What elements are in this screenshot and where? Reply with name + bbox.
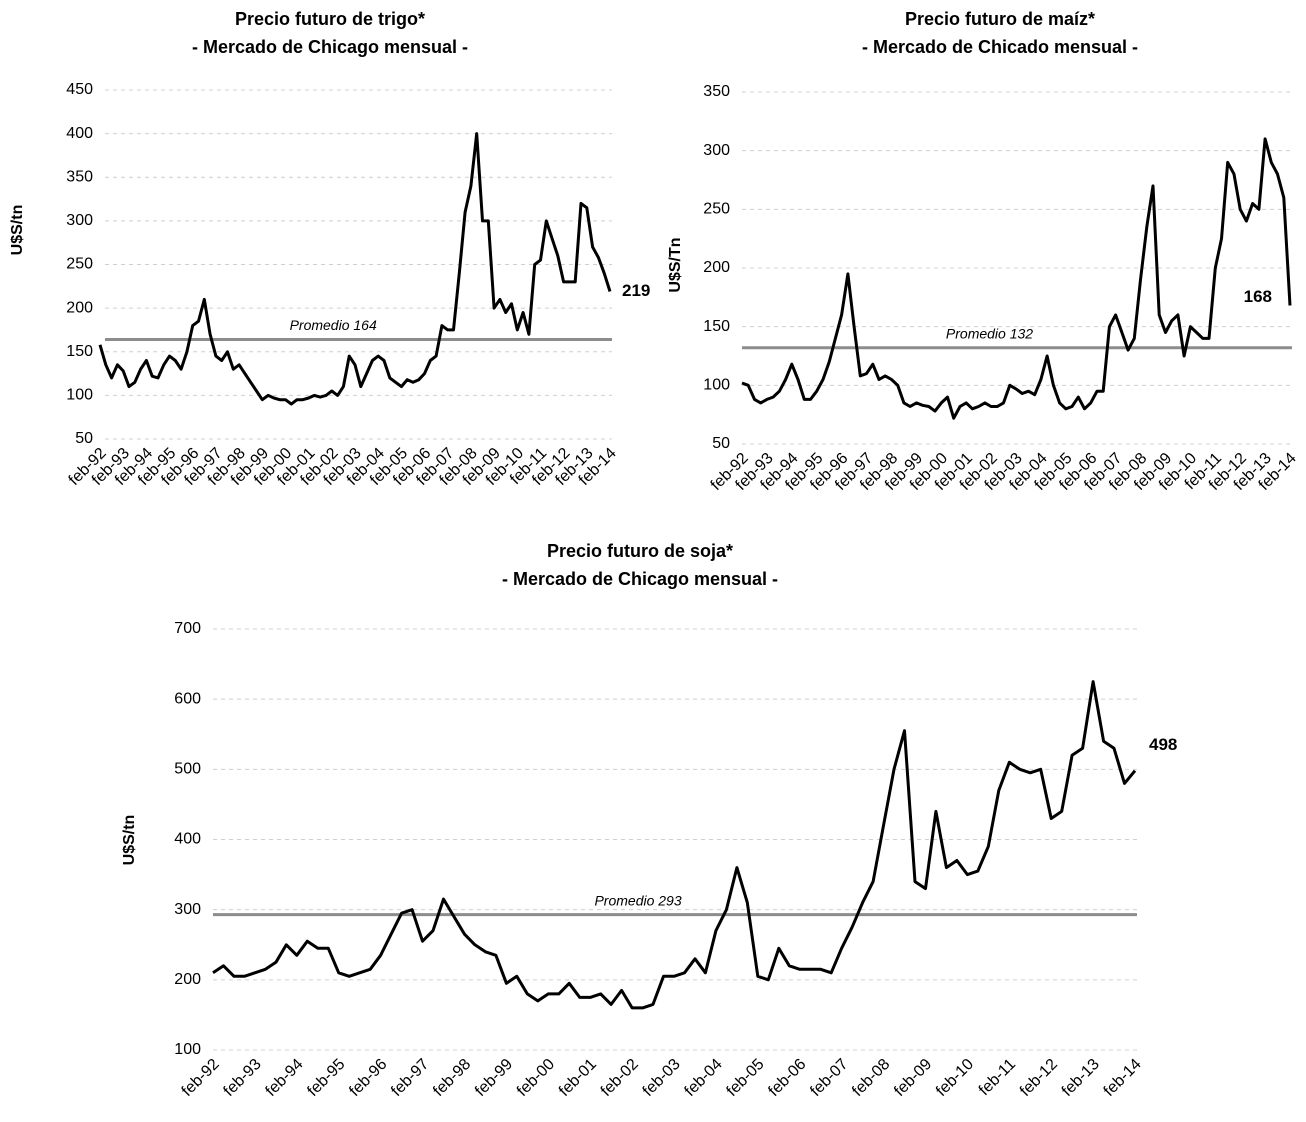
x-tick-label: feb-08 (849, 1056, 893, 1100)
x-tick-label: feb-96 (346, 1056, 390, 1100)
y-tick-label: 350 (703, 83, 730, 100)
x-tick-label: feb-04 (682, 1056, 726, 1100)
x-tick-label: feb-03 (640, 1056, 684, 1100)
x-tick-label: feb-92 (179, 1056, 223, 1100)
end-label: 498 (1149, 735, 1177, 754)
y-axis-label: U$S/Tn (667, 237, 684, 292)
x-tick-label: feb-13 (1059, 1056, 1103, 1100)
x-tick-label: feb-95 (304, 1056, 348, 1100)
x-tick-label: feb-93 (221, 1056, 265, 1100)
y-tick-label: 400 (174, 831, 201, 848)
chart-subtitle: - Mercado de Chicado mensual - (862, 37, 1138, 57)
x-tick-label: feb-09 (891, 1056, 935, 1100)
y-tick-label: 100 (174, 1041, 201, 1058)
x-tick-label: feb-01 (556, 1056, 600, 1100)
line (98, 132, 612, 406)
y-axis-label: U$S/tn (121, 815, 138, 866)
y-tick-label: 200 (66, 299, 93, 316)
y-tick-label: 500 (174, 761, 201, 778)
y-tick-label: 250 (703, 201, 730, 218)
y-tick-label: 400 (66, 125, 93, 142)
x-tick-label: feb-12 (1017, 1056, 1061, 1100)
line (741, 137, 1292, 420)
y-tick-label: 150 (66, 343, 93, 360)
x-tick-label: feb-99 (472, 1056, 516, 1100)
y-tick-label: 150 (703, 318, 730, 335)
y-tick-label: 100 (703, 377, 730, 394)
y-tick-label: 200 (703, 259, 730, 276)
y-tick-label: 600 (174, 690, 201, 707)
chart-subtitle: - Mercado de Chicago mensual - (192, 37, 468, 57)
mean-label: Promedio 293 (594, 892, 681, 908)
end-label: 168 (1244, 287, 1272, 306)
x-tick-label: feb-98 (430, 1056, 474, 1100)
y-tick-label: 700 (174, 620, 201, 637)
mean-label: Promedio 132 (946, 325, 1033, 341)
x-tick-label: feb-06 (765, 1056, 809, 1100)
y-tick-label: 450 (66, 81, 93, 98)
y-tick-label: 300 (174, 901, 201, 918)
y-tick-label: 350 (66, 168, 93, 185)
y-tick-label: 50 (75, 430, 93, 447)
x-tick-label: feb-07 (807, 1056, 851, 1100)
y-axis-label: U$S/tn (9, 205, 26, 256)
x-tick-label: feb-94 (263, 1056, 307, 1100)
x-tick-label: feb-97 (388, 1056, 432, 1100)
x-tick-label: feb-00 (514, 1056, 558, 1100)
line (212, 680, 1137, 1010)
y-tick-label: 50 (712, 435, 730, 452)
chart-subtitle: - Mercado de Chicago mensual - (502, 569, 778, 589)
y-tick-label: 300 (66, 212, 93, 229)
chart-title: Precio futuro de soja* (547, 541, 733, 561)
end-label: 219 (622, 281, 650, 300)
chart-title: Precio futuro de trigo* (235, 9, 425, 29)
x-tick-label: feb-05 (724, 1056, 768, 1100)
y-tick-label: 250 (66, 256, 93, 273)
x-tick-label: feb-02 (598, 1056, 642, 1100)
x-tick-label: feb-11 (976, 1056, 1019, 1099)
x-tick-label: feb-14 (1101, 1056, 1145, 1100)
y-tick-label: 300 (703, 142, 730, 159)
x-tick-label: feb-10 (933, 1056, 977, 1100)
mean-label: Promedio 164 (290, 317, 377, 333)
y-tick-label: 100 (66, 387, 93, 404)
y-tick-label: 200 (174, 971, 201, 988)
chart-title: Precio futuro de maíz* (905, 9, 1095, 29)
